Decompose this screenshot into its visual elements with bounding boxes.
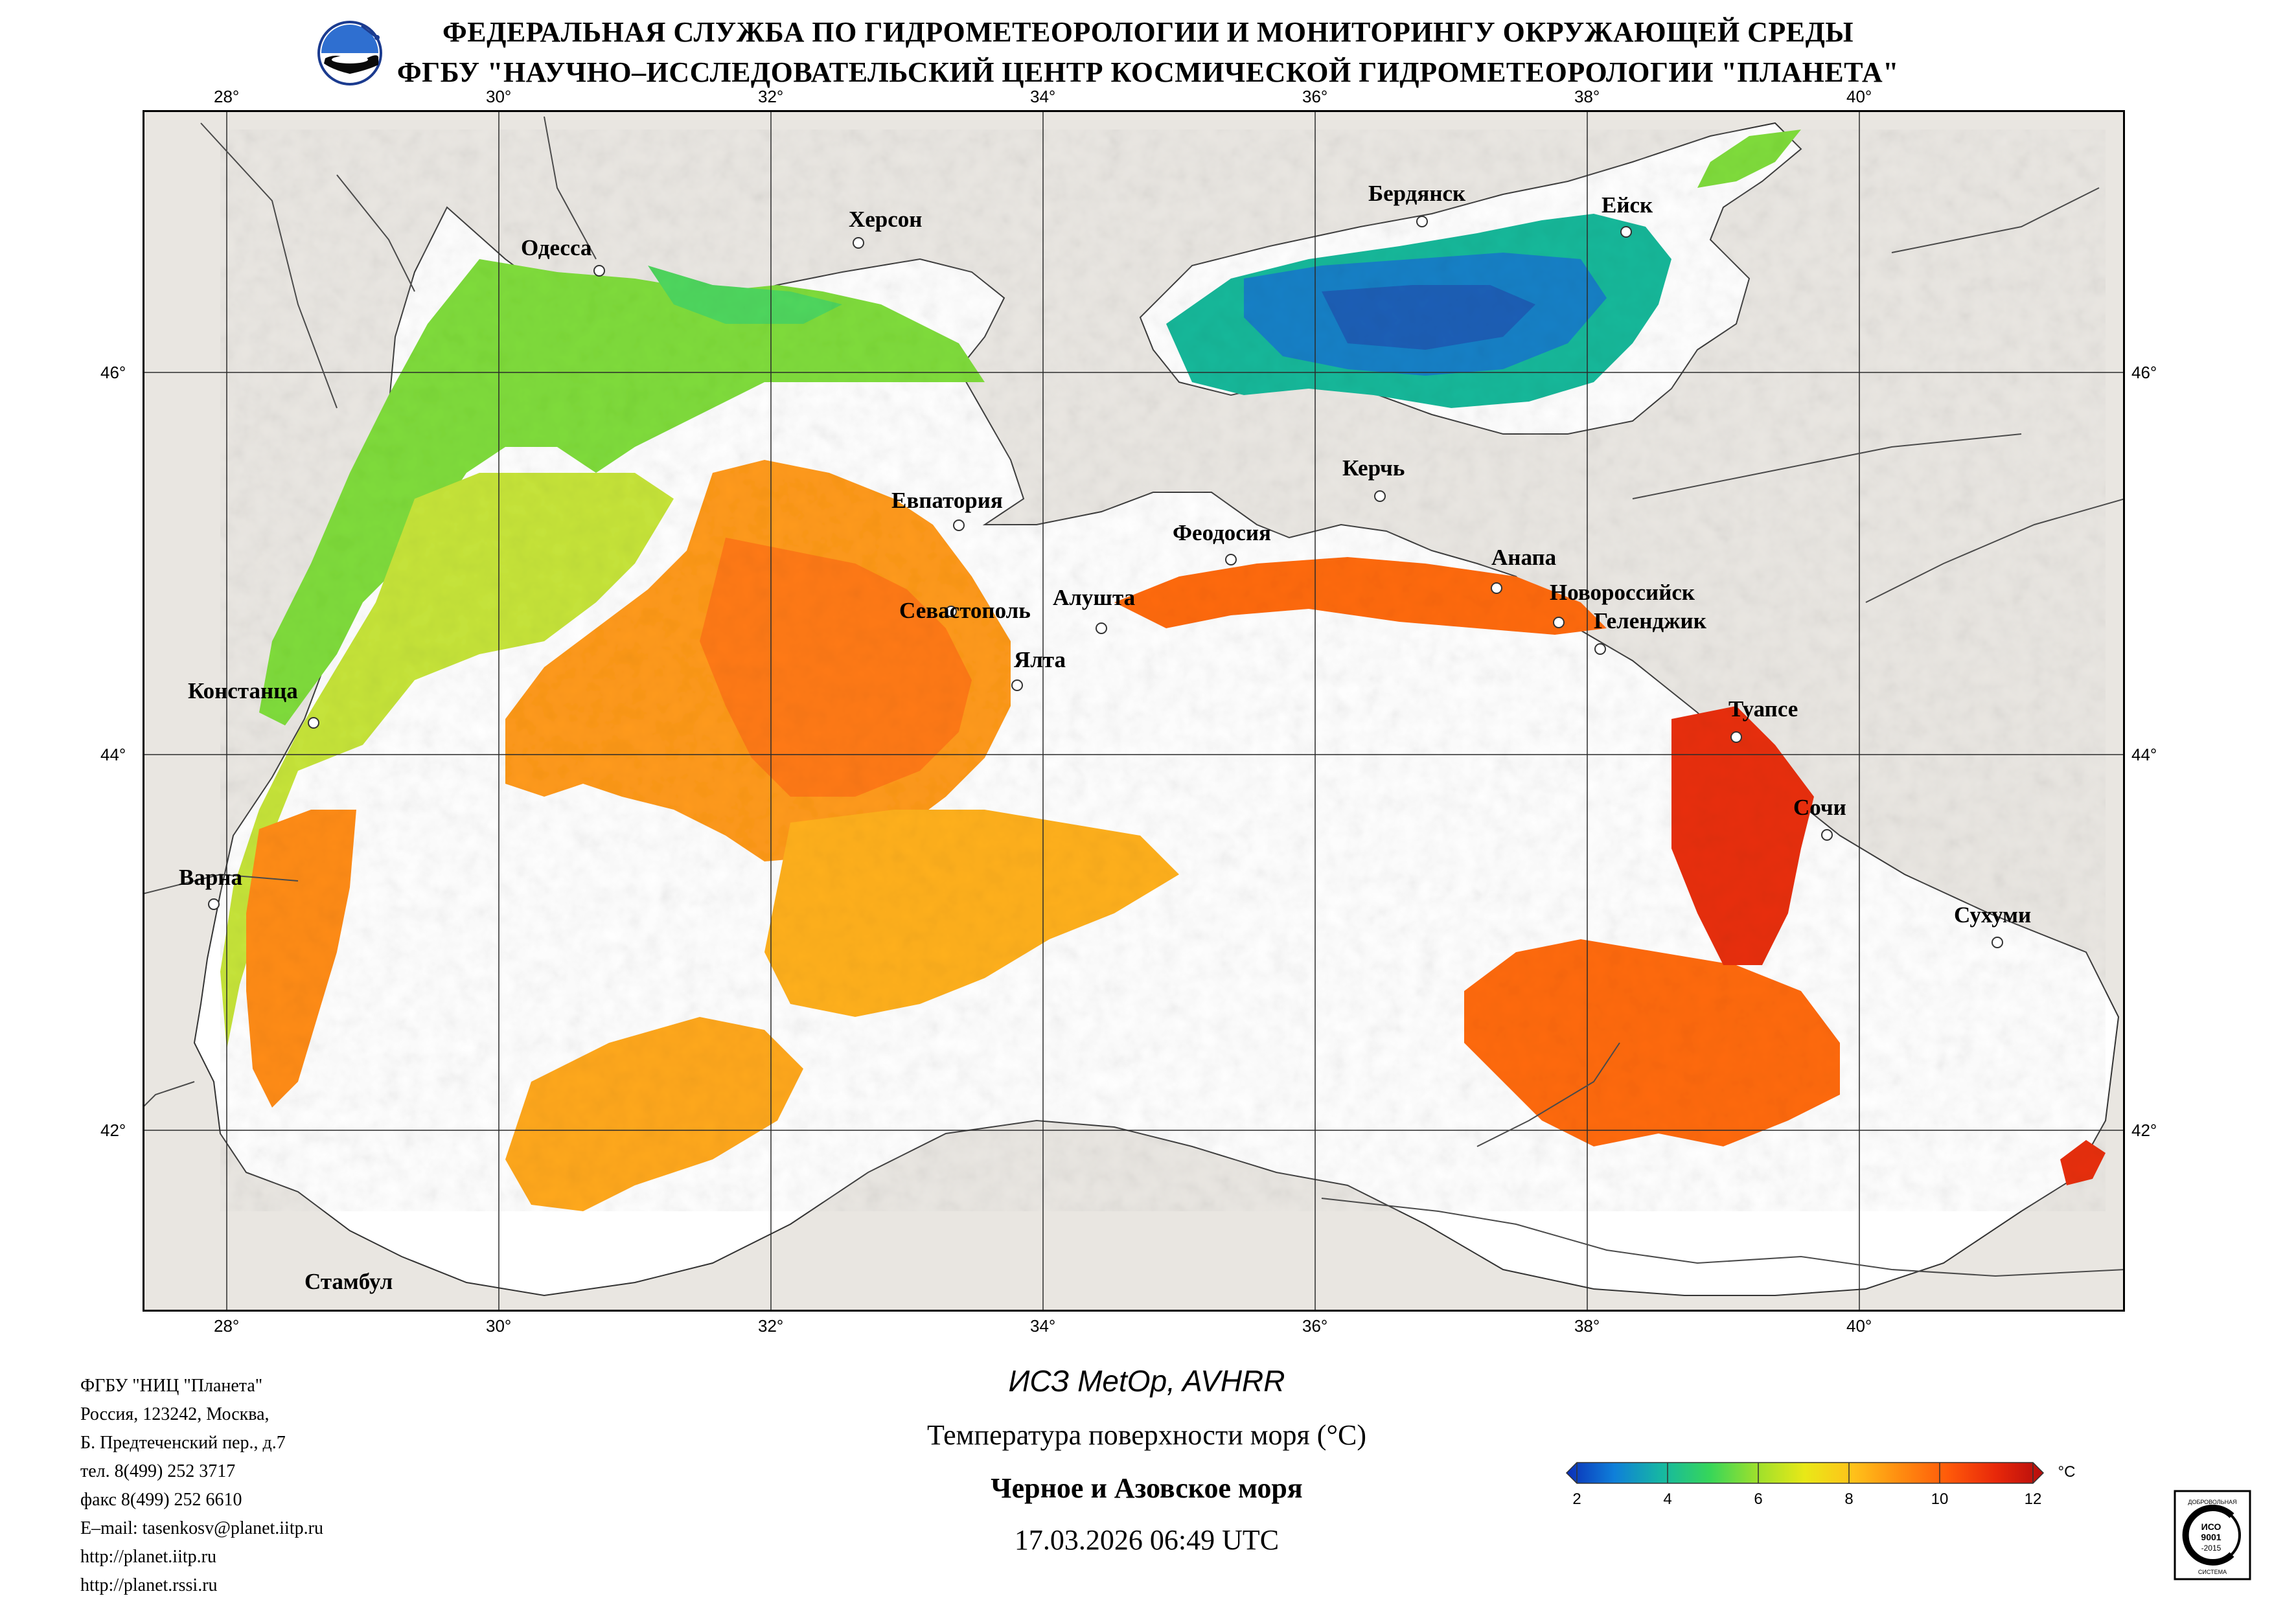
lon-tick-top: 32° bbox=[758, 87, 784, 106]
lon-tick-bottom: 32° bbox=[758, 1316, 784, 1336]
iso-certification-badge: ДОБРОВОЛЬНАЯ ИСО 9001 -2015 СИСТЕМА bbox=[2174, 1490, 2251, 1580]
lon-tick-bottom: 30° bbox=[486, 1316, 512, 1336]
city-novorossiysk: Новороссийск bbox=[1550, 580, 1695, 605]
city-feodosia: Феодосия bbox=[1173, 520, 1271, 545]
header-title-line1: ФЕДЕРАЛЬНАЯ СЛУЖБА ПО ГИДРОМЕТЕОРОЛОГИИ … bbox=[442, 16, 1854, 48]
sst-map: Одесса Херсон Бердянск Ейск Евпатория Ке… bbox=[143, 110, 2125, 1312]
city-kherson: Херсон bbox=[849, 207, 922, 232]
lon-tick-top: 38° bbox=[1574, 87, 1600, 106]
city-yalta: Ялта bbox=[1014, 647, 1066, 672]
city-kerch: Керчь bbox=[1342, 455, 1405, 481]
lon-tick-bottom: 28° bbox=[214, 1316, 240, 1336]
lat-tick-right: 42° bbox=[2131, 1121, 2157, 1140]
lon-tick-top: 34° bbox=[1030, 87, 1056, 106]
contact-link-2[interactable]: http://planet.rssi.ru bbox=[80, 1575, 218, 1595]
city-istanbul: Стамбул bbox=[304, 1269, 393, 1294]
city-tuapse: Туапсе bbox=[1728, 696, 1798, 722]
graticule bbox=[143, 110, 2125, 1312]
contact-address: Россия, 123242, Москва, bbox=[80, 1404, 270, 1424]
colorbar-tick: 2 bbox=[1572, 1490, 1581, 1508]
city-alushta: Алушта bbox=[1053, 585, 1135, 610]
city-sevastopol: Севастополь bbox=[899, 598, 1031, 623]
contact-link-1[interactable]: http://planet.iitp.ru bbox=[80, 1547, 216, 1567]
parameter-caption: Температура поверхности моря (°C) bbox=[926, 1419, 1367, 1451]
colorbar-tick: 6 bbox=[1754, 1490, 1762, 1508]
lat-tick-left: 42° bbox=[100, 1121, 126, 1140]
city-yevpatoria: Евпатория bbox=[891, 488, 1003, 513]
lon-tick-top: 28° bbox=[214, 87, 240, 106]
datetime-caption: 17.03.2026 06:49 UTC bbox=[1014, 1524, 1280, 1556]
sst-field bbox=[220, 130, 2106, 1211]
planeta-logo bbox=[317, 21, 382, 85]
city-yeysk: Ейск bbox=[1601, 192, 1653, 218]
svg-text:ДОБРОВОЛЬНАЯ: ДОБРОВОЛЬНАЯ bbox=[2188, 1499, 2236, 1505]
city-labels: Одесса Херсон Бердянск Ейск Евпатория Ке… bbox=[179, 181, 2031, 1294]
contact-phone: тел. 8(499) 252 3717 bbox=[80, 1461, 236, 1481]
contact-fax: факс 8(499) 252 6610 bbox=[80, 1490, 242, 1510]
lat-tick-right: 46° bbox=[2131, 363, 2157, 382]
country-borders bbox=[143, 116, 2125, 1277]
lon-tick-top: 40° bbox=[1846, 87, 1872, 106]
city-gelendzhik: Геленджик bbox=[1594, 608, 1707, 633]
region-caption: Черное и Азовское моря bbox=[991, 1472, 1303, 1504]
city-odessa: Одесса bbox=[521, 235, 591, 260]
city-berdyansk: Бердянск bbox=[1368, 181, 1466, 206]
lon-tick-bottom: 36° bbox=[1302, 1316, 1328, 1336]
header-title-line2: ФГБУ "НАУЧНО–ИССЛЕДОВАТЕЛЬСКИЙ ЦЕНТР КОС… bbox=[396, 56, 1900, 88]
svg-text:ИСО: ИСО bbox=[2201, 1522, 2221, 1532]
colorbar-tick: 12 bbox=[2025, 1490, 2042, 1508]
colorbar-tick: 8 bbox=[1844, 1490, 1853, 1508]
lon-tick-bottom: 38° bbox=[1574, 1316, 1600, 1336]
svg-text:-2015: -2015 bbox=[2201, 1544, 2221, 1553]
contact-street: Б. Предтеченский пер., д.7 bbox=[80, 1433, 286, 1453]
city-constanta: Констанца bbox=[188, 678, 298, 703]
lat-tick-left: 44° bbox=[100, 745, 126, 764]
colorbar-tick: 10 bbox=[1931, 1490, 1949, 1508]
svg-text:9001: 9001 bbox=[2201, 1532, 2221, 1542]
city-sochi: Сочи bbox=[1793, 795, 1846, 820]
temperature-colorbar: 2 4 6 8 10 12 °C bbox=[1565, 1462, 2076, 1508]
city-anapa: Анапа bbox=[1491, 545, 1556, 570]
contact-info: ФГБУ "НИЦ "Планета" Россия, 123242, Моск… bbox=[80, 1372, 323, 1600]
city-markers bbox=[208, 216, 2003, 948]
lon-tick-top: 30° bbox=[486, 87, 512, 106]
lat-tick-left: 46° bbox=[100, 363, 126, 382]
colorbar-unit: °C bbox=[2058, 1463, 2076, 1481]
lon-tick-bottom: 40° bbox=[1846, 1316, 1872, 1336]
satellite-caption: ИСЗ MetOp, AVHRR bbox=[1008, 1364, 1285, 1398]
lon-tick-bottom: 34° bbox=[1030, 1316, 1056, 1336]
lat-tick-right: 44° bbox=[2131, 745, 2157, 764]
city-varna: Варна bbox=[179, 865, 242, 890]
city-sukhumi: Сухуми bbox=[1954, 902, 2031, 928]
svg-text:СИСТЕМА: СИСТЕМА bbox=[2198, 1569, 2227, 1575]
contact-org: ФГБУ "НИЦ "Планета" bbox=[80, 1376, 263, 1396]
contact-email[interactable]: E–mail: tasenkosv@planet.iitp.ru bbox=[80, 1518, 323, 1538]
colorbar-tick: 4 bbox=[1663, 1490, 1671, 1508]
lon-tick-top: 36° bbox=[1302, 87, 1328, 106]
